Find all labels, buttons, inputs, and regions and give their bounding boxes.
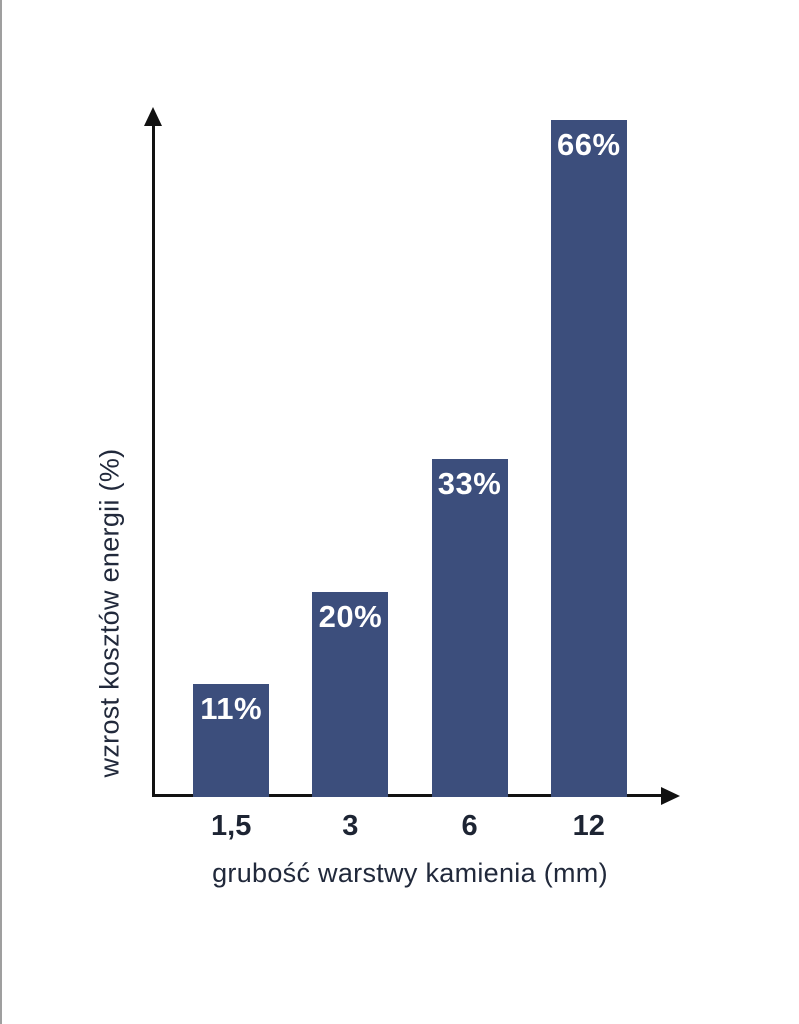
x-tick-label: 12: [572, 810, 605, 842]
x-tick-label: 3: [342, 810, 359, 842]
bar-value-label: 20%: [318, 598, 383, 634]
bar: 20%: [312, 591, 389, 797]
bar-value-label: 11%: [200, 691, 263, 727]
bar-value-label: 33%: [437, 465, 502, 501]
bar: 33%: [431, 458, 508, 797]
x-tick-label: 6: [461, 810, 478, 842]
y-axis-title: wzrost kosztów energii (%): [94, 448, 125, 778]
y-axis-line: [152, 124, 155, 797]
left-edge-line: [0, 0, 2, 1024]
y-axis-arrow-icon: [144, 107, 162, 126]
x-axis-line: [152, 794, 664, 797]
bar: 66%: [550, 120, 627, 797]
x-tick-labels: 1,5 3 6 12: [150, 810, 670, 843]
x-axis-arrow-icon: [661, 786, 680, 805]
x-tick-label: 1,5: [211, 810, 252, 842]
bars: 11% 20% 33% 66%: [150, 120, 670, 797]
x-axis-title: grubość warstwy kamienia (mm): [212, 858, 608, 888]
bar-value-label: 66%: [556, 127, 621, 162]
bar: 11%: [193, 684, 270, 797]
